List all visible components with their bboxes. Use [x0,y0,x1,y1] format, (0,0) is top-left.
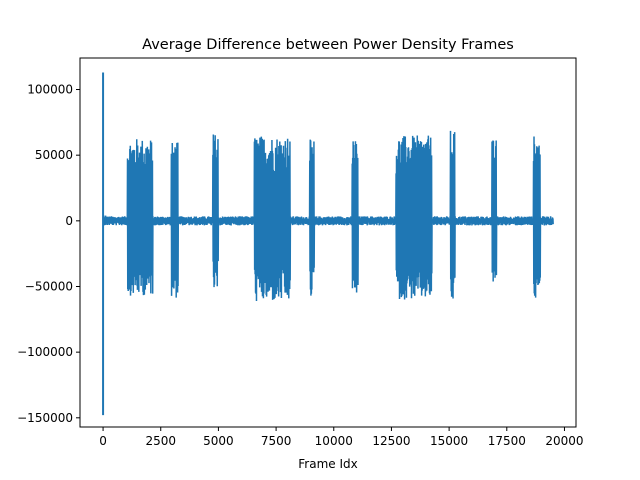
x-tick-label: 0 [99,434,107,448]
x-tick-label: 17500 [488,434,526,448]
x-axis-label: Frame Idx [298,457,357,471]
y-tick-label: −150000 [17,411,73,425]
series-line [102,130,554,302]
x-tick-label: 15000 [430,434,468,448]
y-tick-label: 0 [65,214,73,228]
chart-title: Average Difference between Power Density… [142,37,514,53]
y-tick-label: −50000 [25,279,73,293]
x-axis-ticks: 0 2500 5000 7500 10000 12500 15000 17500 20000 [99,427,584,448]
x-tick-label: 2500 [145,434,176,448]
y-tick-label: 50000 [35,148,73,162]
y-tick-label: 100000 [27,83,73,97]
series-layer [102,72,554,416]
x-tick-label: 5000 [203,434,234,448]
x-tick-label: 20000 [545,434,583,448]
y-axis-ticks: −150000 −100000 −50000 0 50000 100000 [17,83,80,425]
x-tick-label: 7500 [261,434,292,448]
x-tick-label: 12500 [372,434,410,448]
axes-frame [79,57,577,428]
y-tick-label: −100000 [17,345,73,359]
x-tick-label: 10000 [315,434,353,448]
